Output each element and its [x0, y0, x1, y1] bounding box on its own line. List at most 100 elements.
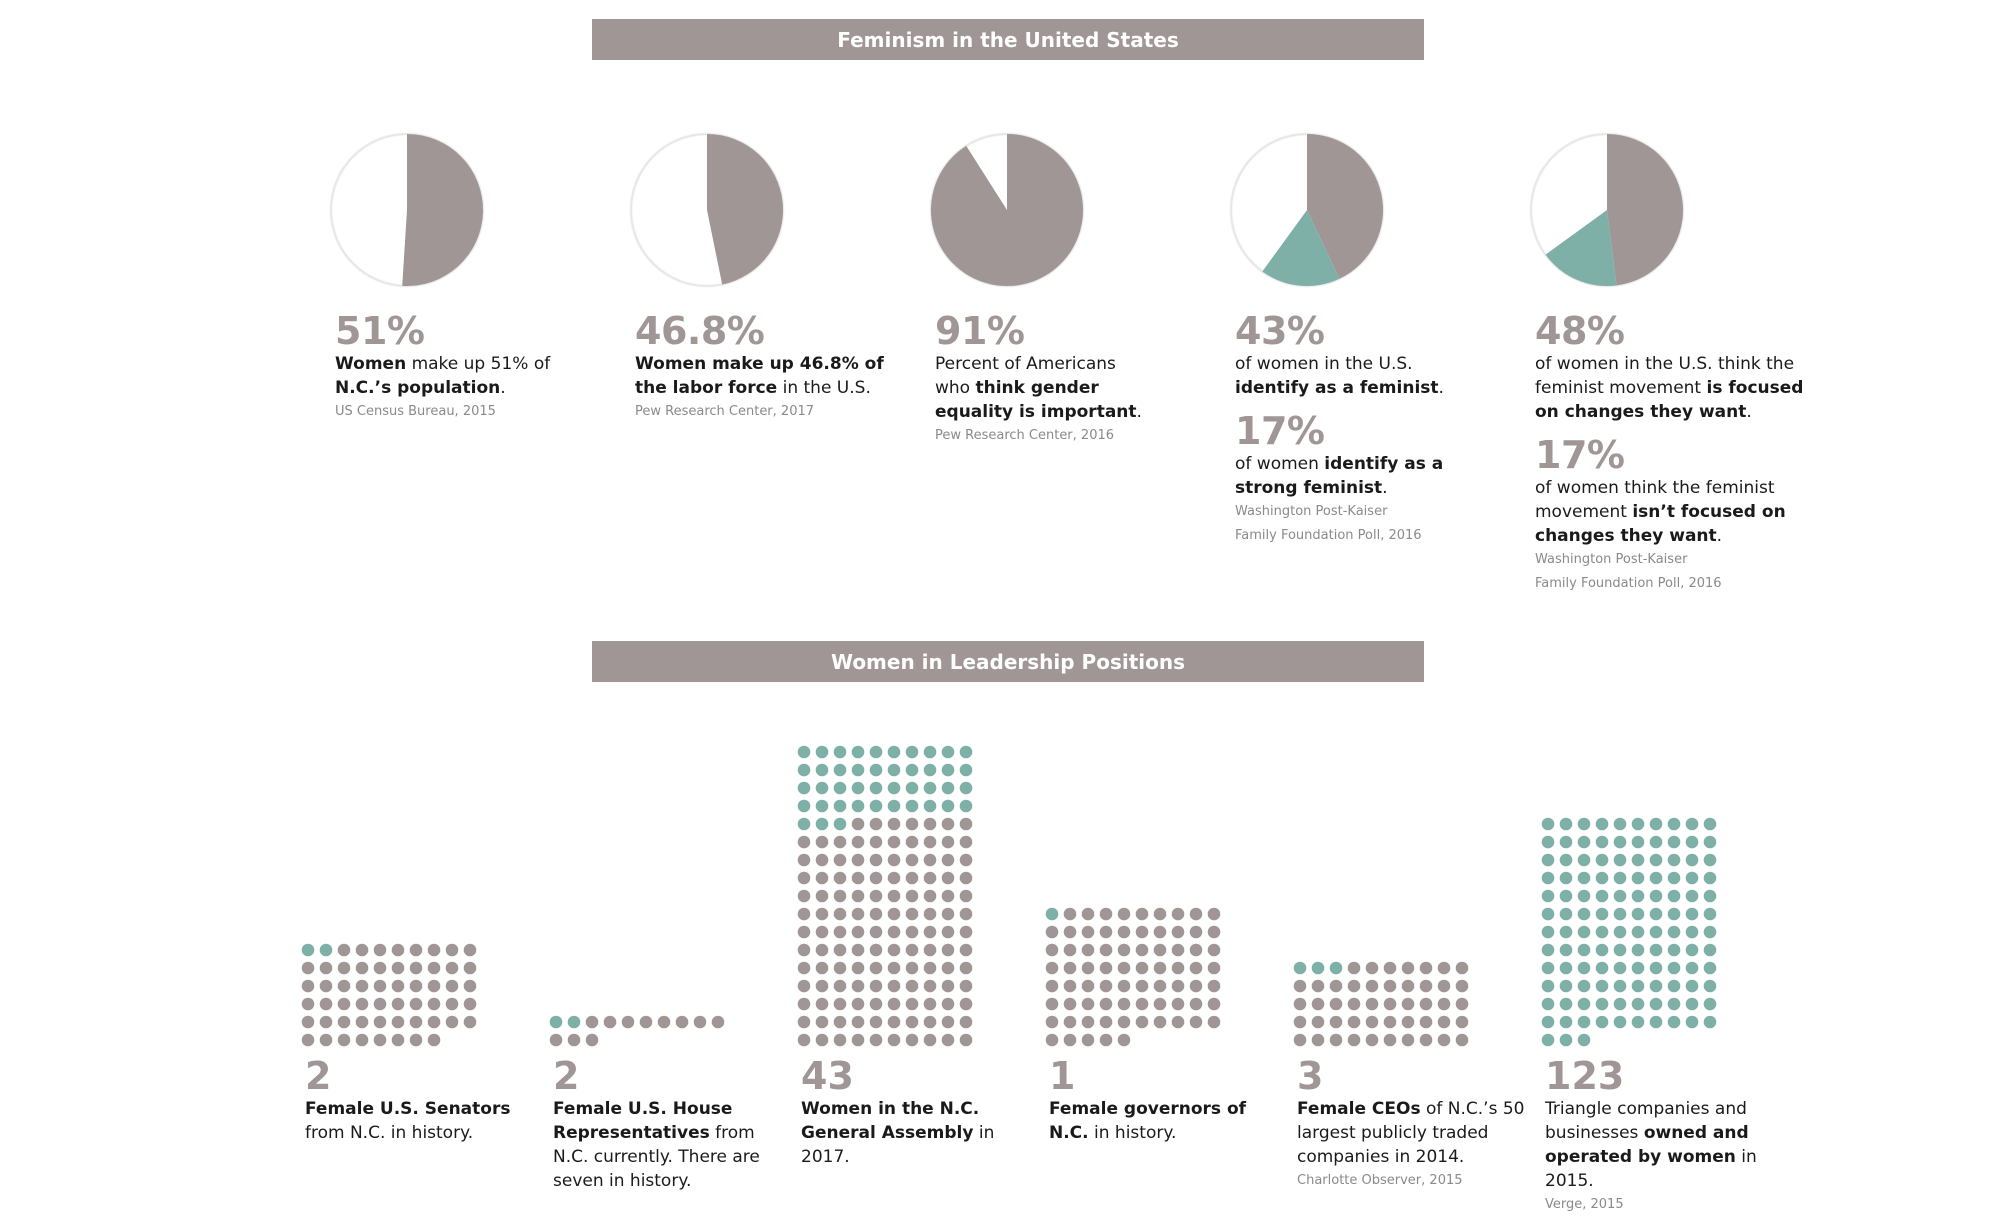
dot-highlighted [1703, 853, 1717, 867]
dot-highlighted [1685, 871, 1699, 885]
dot-highlighted [833, 763, 847, 777]
dot-highlighted [833, 781, 847, 795]
dot-highlighted [1613, 853, 1627, 867]
dot-highlighted [1595, 1015, 1609, 1029]
dot [923, 817, 937, 831]
dot [463, 979, 477, 993]
dot [1117, 961, 1131, 975]
dot [337, 943, 351, 957]
dot-highlighted [959, 745, 973, 759]
dot [1311, 997, 1325, 1011]
dot [1153, 1015, 1167, 1029]
dot [905, 889, 919, 903]
dot [1099, 997, 1113, 1011]
dot-highlighted [1311, 961, 1325, 975]
dot [923, 907, 937, 921]
dot-highlighted [319, 943, 333, 957]
dot [959, 961, 973, 975]
dot [427, 961, 441, 975]
dot-highlighted [1613, 871, 1627, 885]
dot-highlighted [1685, 997, 1699, 1011]
dot [815, 835, 829, 849]
dot [905, 835, 919, 849]
dot [941, 979, 955, 993]
dot [869, 925, 883, 939]
dot [1081, 907, 1095, 921]
dot [1171, 907, 1185, 921]
dot-highlighted [1685, 907, 1699, 921]
dot [675, 1015, 689, 1029]
dot [869, 997, 883, 1011]
dot [869, 871, 883, 885]
dot [409, 997, 423, 1011]
dot [833, 925, 847, 939]
dot [1347, 1015, 1361, 1029]
dot [959, 871, 973, 885]
pie-chart-population [330, 133, 484, 287]
dot [815, 979, 829, 993]
dot-highlighted [869, 799, 883, 813]
pie-slice-0 [931, 134, 1083, 286]
dot [463, 943, 477, 957]
stat-value-secondary: 17% [1535, 433, 1625, 477]
dot [941, 817, 955, 831]
dot-highlighted [833, 817, 847, 831]
dot-highlighted [301, 943, 315, 957]
dot [959, 1015, 973, 1029]
dot [409, 979, 423, 993]
stat-value: 46.8% [635, 309, 765, 353]
dot-highlighted [1541, 817, 1555, 831]
dot-highlighted [1595, 907, 1609, 921]
dot-highlighted [923, 763, 937, 777]
dot [1419, 961, 1433, 975]
dot-highlighted [1541, 1033, 1555, 1047]
dot [373, 979, 387, 993]
dot [585, 1015, 599, 1029]
dot [869, 853, 883, 867]
stat-source: Washington Post-Kaiser Family Foundation … [1235, 504, 1422, 543]
dot-highlighted [1577, 925, 1591, 939]
dot [959, 997, 973, 1011]
stat-senators: 2 Female U.S. Senators from N.C. in hist… [305, 1055, 525, 1145]
dot [463, 1015, 477, 1029]
dot [851, 943, 865, 957]
stat-women-owned: 123 Triangle companies and businesses ow… [1545, 1055, 1795, 1217]
count-value: 2 [305, 1054, 332, 1098]
dot [815, 925, 829, 939]
dot [1117, 907, 1131, 921]
stat-population: 51% Women make up 51% of N.C.’s populati… [335, 310, 595, 424]
dot [923, 835, 937, 849]
dot [391, 1015, 405, 1029]
dot [337, 1033, 351, 1047]
dot [1455, 979, 1469, 993]
dot [319, 997, 333, 1011]
count-value: 43 [801, 1054, 854, 1098]
dot [869, 817, 883, 831]
dot [427, 997, 441, 1011]
dot [851, 925, 865, 939]
dot [1153, 979, 1167, 993]
dot [1383, 979, 1397, 993]
dot [1135, 907, 1149, 921]
dot-highlighted [567, 1015, 581, 1029]
dot [1063, 943, 1077, 957]
dot [1455, 961, 1469, 975]
dot [1347, 961, 1361, 975]
dot [923, 1015, 937, 1029]
dot-highlighted [1045, 907, 1059, 921]
dot-highlighted [1541, 961, 1555, 975]
dot-highlighted [1541, 907, 1555, 921]
dot [1293, 997, 1307, 1011]
dot-highlighted [1703, 943, 1717, 957]
dot [833, 1015, 847, 1029]
dot [1081, 1033, 1095, 1047]
dot-highlighted [1559, 817, 1573, 831]
dot [851, 889, 865, 903]
dot [1153, 943, 1167, 957]
dot-highlighted [1649, 961, 1663, 975]
dot-highlighted [851, 781, 865, 795]
dot [905, 943, 919, 957]
dot-matrix-ceos [1293, 961, 1469, 1047]
dot-highlighted [1703, 835, 1717, 849]
dot-highlighted [905, 781, 919, 795]
